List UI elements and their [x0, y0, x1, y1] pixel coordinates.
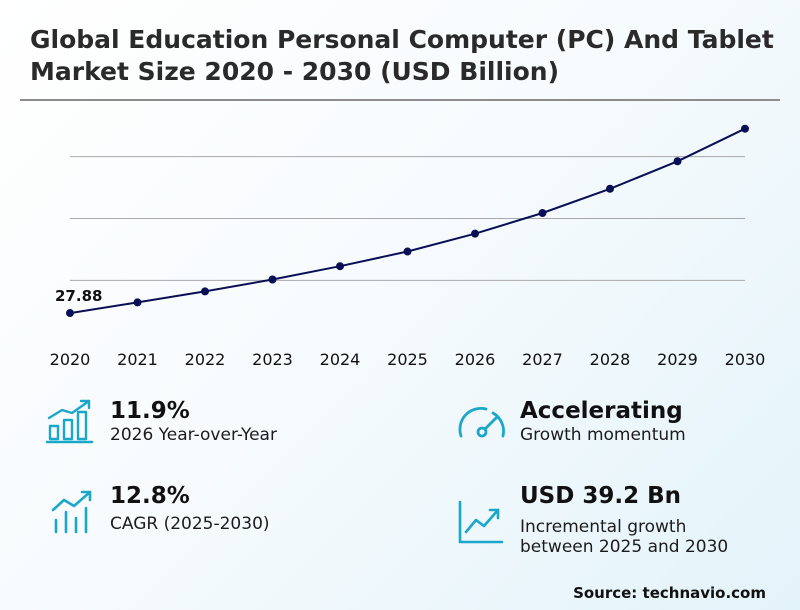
- stat-incremental-label-1: Incremental growth: [520, 517, 687, 537]
- stat-incremental-value: USD 39.2 Bn: [520, 483, 681, 509]
- data-point-2027: [538, 209, 547, 218]
- stat-momentum-label: Growth momentum: [520, 425, 686, 445]
- line-chart-icon: [458, 500, 504, 544]
- x-tick-label-2029: 2029: [657, 350, 698, 369]
- line-chart: 2020 2021 2022 2023 2024 2025 2026 2027 2028 2029…: [50, 124, 766, 369]
- stat-incremental: USD 39.2 Bn Incremental growth between 2…: [520, 482, 728, 557]
- x-tick-label-2030: 2030: [725, 350, 766, 369]
- bar-chart-growth-icon: [46, 399, 94, 444]
- data-point-2026: [471, 229, 479, 238]
- x-tick-label-2028: 2028: [590, 350, 631, 369]
- stat-yoy-label: 2026 Year-over-Year: [110, 425, 277, 445]
- data-point-2030: [741, 124, 749, 133]
- data-point-2029: [673, 157, 682, 166]
- stat-cagr-value: 12.8%: [110, 483, 190, 509]
- data-points: [66, 124, 749, 318]
- stat-cagr: 12.8% CAGR (2025-2030): [110, 482, 270, 534]
- data-label-2020: 27.88: [55, 287, 102, 305]
- data-point-2028: [606, 184, 614, 193]
- data-point-2020: [66, 309, 74, 318]
- x-axis-labels: 2020 2021 2022 2023 2024 2025 2026 2027 2028 2029…: [50, 350, 766, 369]
- x-tick-label-2022: 2022: [185, 350, 226, 369]
- bar-trend-arrow-icon: [51, 490, 92, 534]
- stat-yoy-value: 11.9%: [110, 398, 190, 424]
- stat-incremental-label-2: between 2025 and 2030: [520, 537, 729, 557]
- x-tick-label-2021: 2021: [117, 350, 158, 369]
- x-tick-label-2027: 2027: [522, 350, 563, 369]
- x-tick-label-2024: 2024: [320, 350, 361, 369]
- x-tick-label-2023: 2023: [252, 350, 293, 369]
- data-point-2022: [201, 287, 209, 296]
- x-tick-label-2026: 2026: [455, 350, 496, 369]
- stat-yoy: 11.9% 2026 Year-over-Year: [110, 397, 277, 445]
- data-point-2024: [336, 262, 344, 271]
- stat-momentum: Accelerating Growth momentum: [520, 397, 686, 445]
- data-point-2025: [403, 247, 412, 256]
- chart-title: Global Education Personal Computer (PC) …: [30, 25, 774, 86]
- x-tick-label-2020: 2020: [50, 350, 91, 369]
- data-point-2023: [268, 275, 277, 284]
- data-point-2021: [133, 298, 142, 307]
- title-divider: [20, 99, 780, 101]
- stat-cagr-label: CAGR (2025-2030): [110, 514, 270, 534]
- x-tick-label-2025: 2025: [387, 350, 428, 369]
- speedometer-icon: [458, 407, 505, 438]
- source-credit: Source: technavio.com: [573, 584, 766, 602]
- stat-momentum-value: Accelerating: [520, 398, 683, 424]
- gridlines: [70, 156, 745, 281]
